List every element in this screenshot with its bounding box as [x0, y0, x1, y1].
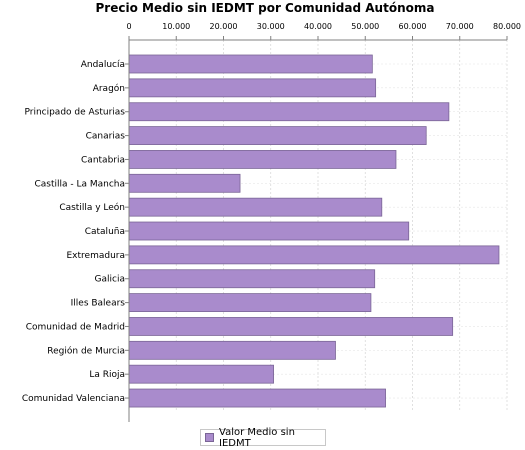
category-label: Cantabria	[81, 155, 125, 165]
category-label: Illes Balears	[71, 299, 126, 309]
x-tick-label: 30.000	[257, 22, 285, 31]
bar	[128, 54, 373, 74]
bar	[128, 388, 386, 408]
x-tick-label: 60.000	[399, 22, 427, 31]
bar	[128, 364, 274, 384]
category-label: Principado de Asturias	[24, 108, 125, 118]
chart-title: Precio Medio sin IEDMT por Comunidad Aut…	[96, 1, 435, 15]
bar	[128, 340, 336, 360]
x-tick-label: 80.000	[493, 22, 521, 31]
bar	[128, 317, 454, 336]
x-tick-label: 40.000	[304, 22, 332, 31]
bar	[128, 150, 397, 169]
category-label: Región de Murcia	[47, 345, 125, 356]
legend-swatch	[205, 433, 214, 442]
bar	[128, 197, 383, 217]
category-label: Canarias	[86, 132, 126, 142]
x-tick-label: 10.000	[162, 22, 190, 31]
bar	[128, 293, 372, 313]
category-label: Castilla - La Mancha	[34, 179, 125, 189]
axes	[125, 36, 508, 422]
category-label: Cataluña	[85, 227, 125, 237]
x-tick-label: 20.000	[210, 22, 238, 31]
x-tick-label: 70.000	[446, 22, 474, 31]
category-label: Andalucía	[81, 60, 125, 70]
x-tick-labels: 0 10.000 20.000 30.000 40.000 50.000 60.000 70.…	[126, 22, 521, 31]
bar	[128, 245, 500, 265]
category-label: Comunidad de Madrid	[26, 322, 125, 332]
bar	[128, 78, 377, 98]
x-tick-label: 0	[126, 22, 131, 31]
bar	[128, 221, 410, 241]
category-label: Extremadura	[67, 251, 126, 261]
category-label: Galicia	[95, 275, 125, 285]
category-labels: Andalucía Aragón Principado de Asturias Can…	[22, 60, 125, 404]
category-label: Aragón	[93, 83, 125, 94]
category-label: Castilla y León	[59, 202, 125, 213]
bar	[128, 173, 241, 193]
legend-label: Valor Medio sin IEDMT	[219, 426, 295, 449]
category-label: Comunidad Valenciana	[22, 394, 125, 404]
legend: Valor Medio sin IEDMT	[200, 426, 326, 449]
bar	[128, 102, 450, 122]
bar	[128, 269, 376, 289]
bar	[128, 126, 427, 145]
bars	[128, 54, 500, 408]
x-tick-label: 50.000	[351, 22, 379, 31]
category-label: La Rioja	[89, 370, 125, 380]
